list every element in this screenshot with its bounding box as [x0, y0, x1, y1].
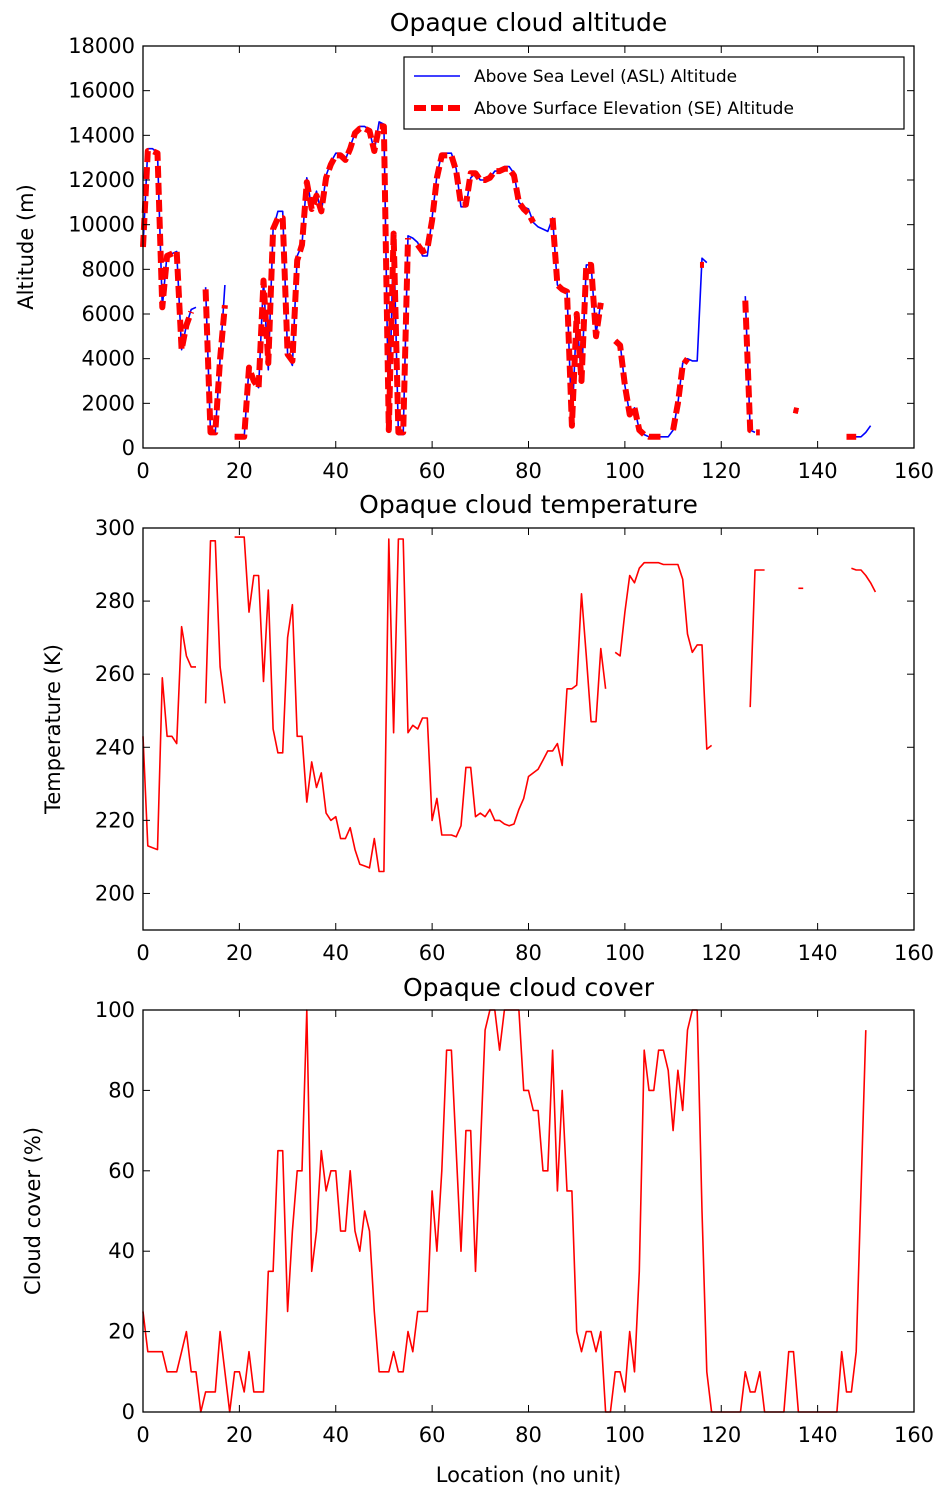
- chart-title: Opaque cloud altitude: [390, 8, 667, 37]
- x-tick-label: 120: [701, 941, 741, 965]
- x-tick-label: 0: [136, 459, 149, 483]
- x-tick-label: 40: [322, 1423, 349, 1447]
- y-tick-label: 220: [95, 808, 135, 832]
- x-tick-label: 140: [798, 941, 838, 965]
- y-axis-label: Temperature (K): [41, 644, 65, 815]
- y-tick-label: 60: [108, 1159, 135, 1183]
- series-line-1-segment-2: [204, 539, 226, 704]
- series-line-2-segment-1: [140, 148, 195, 353]
- x-tick-label: 140: [798, 1423, 838, 1447]
- y-tick-label: 200: [95, 881, 135, 905]
- y-tick-label: 10000: [68, 213, 135, 237]
- series-line-2-segment-9: [742, 300, 760, 436]
- series-line-1-segment-3: [234, 121, 602, 438]
- series-line-2-segment-4: [415, 152, 536, 255]
- x-tick-label: 60: [419, 459, 446, 483]
- y-tick-label: 16000: [68, 79, 135, 103]
- chart-panel-2: 0 20 40 60 80 100 120 140 160 200 220 240 260 280 300 O…: [41, 490, 934, 965]
- y-axis-label: Cloud cover (%): [21, 1127, 45, 1295]
- y-tick-label: 280: [95, 589, 135, 613]
- series-line-1-segment-1: [142, 625, 196, 851]
- legend-box: [403, 56, 905, 130]
- x-tick-label: 120: [701, 1423, 741, 1447]
- x-tick-label: 60: [419, 1423, 446, 1447]
- y-axis-label: Altitude (m): [14, 184, 38, 310]
- series-line-2-segment-5: [549, 217, 604, 429]
- x-tick-label: 100: [605, 941, 645, 965]
- x-tick-label: 160: [894, 1423, 934, 1447]
- y-tick-label: 18000: [68, 34, 135, 58]
- legend-entry-1: Above Sea Level (ASL) Altitude: [474, 67, 737, 87]
- y-tick-label: 20: [108, 1320, 135, 1344]
- y-tick-label: 100: [95, 998, 135, 1022]
- chart-title: Opaque cloud temperature: [359, 490, 698, 519]
- y-tick-label: 14000: [68, 123, 135, 147]
- series-line-1-segment-7: [851, 567, 877, 593]
- x-tick-label: 40: [322, 459, 349, 483]
- x-tick-label: 100: [605, 1423, 645, 1447]
- x-tick-label: 20: [226, 459, 253, 483]
- series-line-1-segment-4: [614, 561, 713, 750]
- chart-title: Opaque cloud cover: [403, 973, 655, 1002]
- chart-panel-3: 0 20 40 60 80 100 120 140 160 0 20 40 60 80 100 Opaque …: [21, 973, 934, 1487]
- series-line-2-segment-7: [670, 356, 690, 431]
- x-tick-label: 40: [322, 941, 349, 965]
- chart-panel-1: 0 20 40 60 80 100 120 140 160 0 2000 4000 6000 8000 10…: [14, 8, 934, 483]
- x-tick-label: 80: [515, 941, 542, 965]
- y-tick-label: 80: [108, 1078, 135, 1102]
- y-tick-label: 2000: [82, 391, 135, 415]
- x-tick-label: 160: [894, 941, 934, 965]
- x-tick-label: 60: [419, 941, 446, 965]
- x-tick-label: 80: [515, 1423, 542, 1447]
- series-line-2-segment-3: [234, 123, 411, 440]
- x-tick-label: 0: [136, 941, 149, 965]
- plot-frame: [142, 1009, 915, 1413]
- x-tick-label: 100: [605, 459, 645, 483]
- legend-entry-2: Above Surface Elevation (SE) Altitude: [474, 99, 794, 119]
- x-tick-label: 20: [226, 1423, 253, 1447]
- y-tick-label: 12000: [68, 168, 135, 192]
- series-line-1-segment-3: [234, 536, 607, 873]
- y-tick-label: 4000: [82, 347, 135, 371]
- y-tick-label: 8000: [82, 257, 135, 281]
- series-line-2-segment-6: [613, 338, 664, 440]
- series-line-2-segment-10: [792, 407, 800, 415]
- x-tick-label: 20: [226, 941, 253, 965]
- x-tick-label: 140: [798, 459, 838, 483]
- x-tick-label: 120: [701, 459, 741, 483]
- y-tick-label: 0: [122, 436, 135, 460]
- y-tick-label: 300: [95, 516, 135, 540]
- y-tick-label: 6000: [82, 302, 135, 326]
- y-tick-label: 0: [122, 1400, 135, 1424]
- series-line-1-segment-5: [749, 569, 765, 708]
- x-axis-label: Location (no unit): [436, 1463, 621, 1487]
- series-line-2-segment-2: [202, 289, 228, 436]
- x-tick-label: 80: [515, 459, 542, 483]
- x-tick-label: 0: [136, 1423, 149, 1447]
- series-line-1-segment-1: [142, 1009, 867, 1413]
- x-tick-label: 160: [894, 459, 934, 483]
- y-tick-label: 260: [95, 662, 135, 686]
- y-tick-label: 240: [95, 735, 135, 759]
- y-tick-label: 40: [108, 1239, 135, 1263]
- legend: Above Sea Level (ASL) Altitude Above Surf…: [403, 56, 905, 130]
